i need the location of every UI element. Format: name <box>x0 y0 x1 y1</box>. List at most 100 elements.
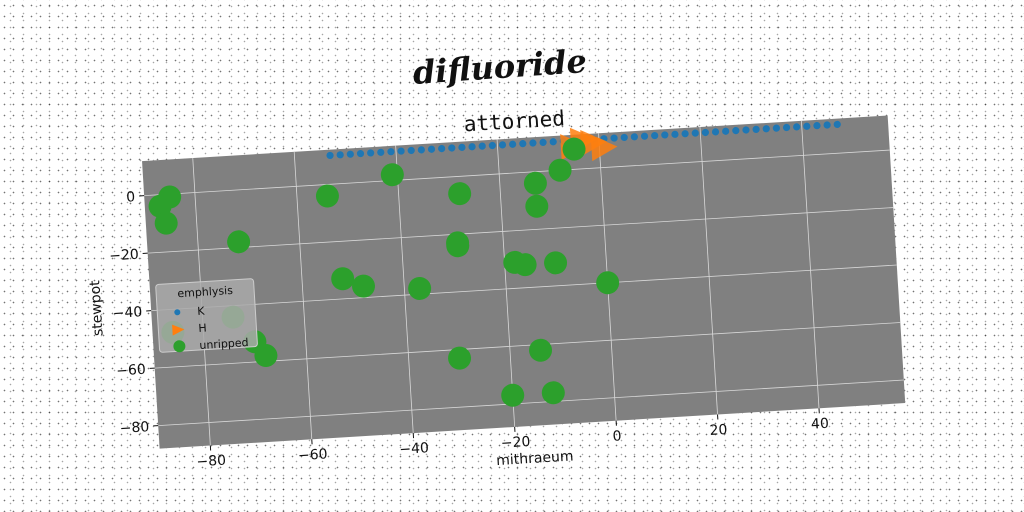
point-k <box>671 130 679 138</box>
legend-label-h: H <box>198 322 207 335</box>
point-k <box>701 128 709 137</box>
chart-suptitle: difluoride <box>412 42 588 92</box>
point-unripped <box>501 383 525 407</box>
point-k <box>417 146 425 154</box>
y-grid-line <box>158 379 904 427</box>
point-k <box>640 132 649 140</box>
x-axis-label: mithraeum <box>496 448 574 469</box>
point-k <box>387 148 395 156</box>
point-unripped <box>544 251 568 275</box>
point-k <box>326 151 334 160</box>
y-grid-line <box>151 264 897 312</box>
grid-lines <box>144 120 904 446</box>
point-unripped <box>448 346 472 370</box>
point-unripped <box>446 231 470 255</box>
point-k <box>448 144 456 152</box>
point-unripped <box>254 344 278 368</box>
x-grid-line <box>293 151 313 440</box>
point-k <box>610 134 618 142</box>
y-grid-line <box>147 207 894 254</box>
point-k <box>336 151 344 159</box>
point-unripped <box>331 267 355 291</box>
legend-box <box>155 278 258 353</box>
y-grid-line <box>144 149 890 197</box>
y-tick-label: −40 <box>112 304 142 322</box>
point-k <box>742 126 750 134</box>
point-unripped <box>529 338 553 362</box>
legend-marker-unripped <box>173 340 186 353</box>
point-k <box>793 123 801 131</box>
point-unripped <box>154 211 178 235</box>
point-k <box>762 125 770 133</box>
point-unripped <box>352 274 376 298</box>
point-k <box>529 139 537 147</box>
point-unripped <box>448 182 472 206</box>
y-grid-line <box>154 322 901 369</box>
x-grid-line <box>496 139 516 427</box>
x-grid-line <box>801 120 820 409</box>
point-k <box>549 138 557 146</box>
x-tick-label: 20 <box>709 422 728 439</box>
x-ticks: −80 −60 −40 −20 0 20 40 <box>196 408 830 471</box>
point-k <box>438 145 446 153</box>
point-k <box>711 128 720 136</box>
point-k <box>519 140 527 148</box>
point-k <box>752 125 760 133</box>
point-unripped <box>513 253 537 277</box>
x-grid-line <box>395 145 414 434</box>
point-k <box>468 143 476 151</box>
point-unripped <box>380 163 404 187</box>
point-unripped <box>227 230 251 254</box>
x-tick-label: 40 <box>811 416 830 433</box>
point-k <box>681 130 689 138</box>
point-unripped <box>408 276 432 300</box>
legend: emphlysis K H unripped <box>155 278 258 353</box>
legend-label-k: K <box>197 305 206 318</box>
x-tick-label: −20 <box>500 434 530 452</box>
point-unripped <box>541 381 565 405</box>
y-tick-label: −80 <box>119 419 149 437</box>
point-k <box>367 149 375 157</box>
point-k <box>539 138 547 146</box>
point-k <box>722 127 730 135</box>
point-k <box>651 131 659 140</box>
legend-label-unripped: unripped <box>199 336 249 352</box>
x-grid-line <box>699 127 718 415</box>
x-tick-label: 0 <box>612 428 622 445</box>
point-k <box>803 122 811 130</box>
point-k <box>356 149 365 158</box>
point-unripped <box>525 194 549 218</box>
point-unripped <box>158 185 182 209</box>
point-h <box>590 135 618 162</box>
point-k <box>782 123 791 132</box>
point-unripped <box>548 158 572 182</box>
point-k <box>397 147 405 155</box>
point-unripped <box>562 137 586 161</box>
y-ticks: −80 −60 −40 −20 0 <box>109 189 159 437</box>
legend-marker-h <box>172 324 185 336</box>
x-tick-label: −80 <box>196 453 226 471</box>
point-k <box>630 133 638 141</box>
y-axis-label: stewpot <box>87 279 106 336</box>
point-k <box>813 122 821 130</box>
y-tick-label: −20 <box>109 247 139 265</box>
legend-title: emphlysis <box>177 284 233 300</box>
series-k <box>326 120 841 160</box>
point-k <box>407 146 415 155</box>
point-k <box>772 124 781 132</box>
point-unripped <box>523 171 547 195</box>
point-k <box>346 150 354 158</box>
point-k <box>458 143 466 151</box>
point-k <box>823 121 831 129</box>
point-k <box>620 133 628 142</box>
point-k <box>661 131 669 139</box>
point-k <box>488 141 496 150</box>
point-unripped <box>315 184 339 208</box>
point-k <box>478 142 486 150</box>
point-unripped <box>596 271 620 295</box>
x-tick-label: −40 <box>399 440 429 458</box>
point-k <box>427 145 436 153</box>
point-k <box>833 120 841 129</box>
point-k <box>498 141 507 149</box>
